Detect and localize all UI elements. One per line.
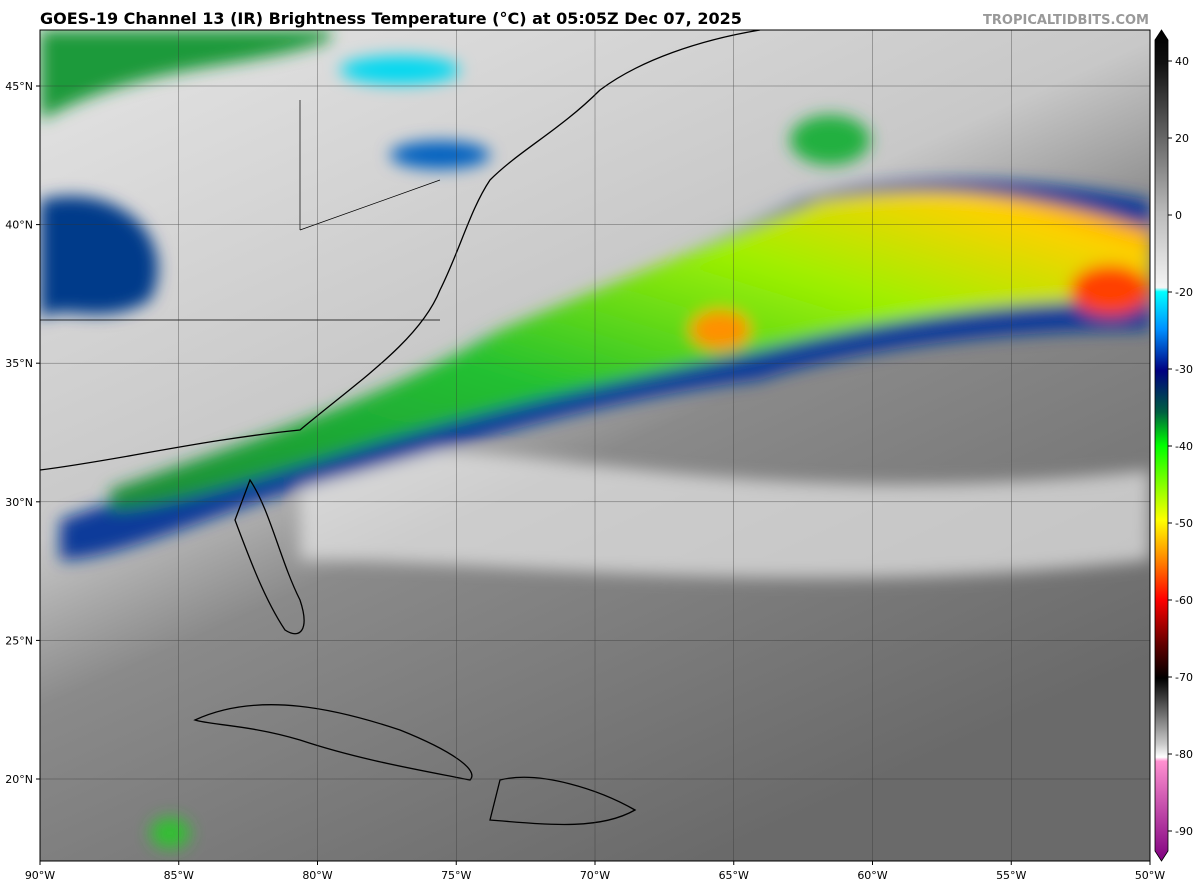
colorbar	[1154, 29, 1169, 862]
x-tick-label: 80°W	[302, 869, 332, 882]
x-tick-label: 70°W	[580, 869, 610, 882]
y-tick-label: 30°N	[5, 496, 33, 509]
colorbar-tick-label: -50	[1175, 517, 1193, 530]
x-tick-label: 75°W	[441, 869, 471, 882]
y-tick-label: 40°N	[5, 219, 33, 232]
satellite-image	[40, 30, 1150, 861]
colorbar-tick-label: -80	[1175, 748, 1193, 761]
colorbar-tick-label: 0	[1175, 209, 1182, 222]
x-tick-label: 55°W	[996, 869, 1026, 882]
y-tick-label: 35°N	[5, 357, 33, 370]
x-tick-label: 65°W	[719, 869, 749, 882]
colorbar-tick-label: -30	[1175, 363, 1193, 376]
x-tick-label: 85°W	[164, 869, 194, 882]
colorbar-tick-label: -20	[1175, 286, 1193, 299]
x-tick-label: 60°W	[857, 869, 887, 882]
y-tick-label: 25°N	[5, 634, 33, 647]
colorbar-tick-label: -60	[1175, 594, 1193, 607]
colorbar-tick-label: 40	[1175, 55, 1189, 68]
title: GOES-19 Channel 13 (IR) Brightness Tempe…	[40, 9, 742, 28]
y-tick-label: 20°N	[5, 773, 33, 786]
x-tick-label: 50°W	[1135, 869, 1165, 882]
colorbar-tick-label: 20	[1175, 132, 1189, 145]
x-tick-label: 90°W	[25, 869, 55, 882]
colorbar-tick-label: -40	[1175, 440, 1193, 453]
watermark: TROPICALTIDBITS.COM	[983, 13, 1149, 28]
colorbar-tick-label: -70	[1175, 671, 1193, 684]
colorbar-tick-label: -90	[1175, 825, 1193, 838]
y-tick-label: 45°N	[5, 80, 33, 93]
